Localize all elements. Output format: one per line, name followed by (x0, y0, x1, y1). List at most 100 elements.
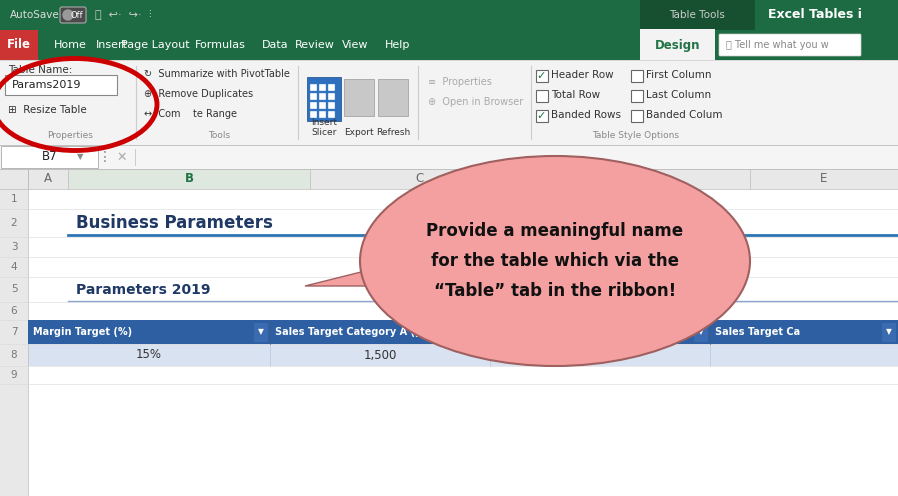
Text: Sales Target Ca: Sales Target Ca (715, 327, 800, 337)
Text: ↻  Summarize with PivotTable: ↻ Summarize with PivotTable (144, 69, 290, 79)
FancyBboxPatch shape (490, 320, 710, 344)
Text: ⋮: ⋮ (98, 150, 112, 164)
Text: 3: 3 (11, 242, 17, 252)
FancyBboxPatch shape (319, 93, 326, 100)
FancyBboxPatch shape (0, 169, 898, 189)
Ellipse shape (360, 156, 750, 366)
FancyBboxPatch shape (328, 93, 335, 100)
FancyBboxPatch shape (310, 93, 317, 100)
Text: ▼: ▼ (698, 327, 703, 336)
Text: File: File (7, 39, 31, 52)
FancyBboxPatch shape (68, 169, 310, 189)
Text: A: A (44, 173, 52, 186)
FancyBboxPatch shape (60, 7, 86, 23)
Text: Banded Rows: Banded Rows (551, 111, 621, 121)
Text: Insert
Slicer: Insert Slicer (311, 118, 337, 137)
Text: C: C (416, 173, 424, 186)
Text: Sales Target Category A (pcs): Sales Target Category A (pcs) (275, 327, 438, 337)
Text: Excel Tables i: Excel Tables i (768, 8, 862, 21)
FancyBboxPatch shape (28, 320, 898, 344)
Text: Help: Help (385, 40, 410, 50)
FancyBboxPatch shape (328, 111, 335, 118)
FancyBboxPatch shape (378, 79, 408, 116)
FancyBboxPatch shape (270, 320, 490, 344)
Text: ▼: ▼ (478, 327, 483, 336)
FancyBboxPatch shape (630, 89, 642, 102)
FancyBboxPatch shape (535, 110, 548, 122)
Text: Refresh: Refresh (376, 128, 410, 137)
Text: View: View (342, 40, 368, 50)
Text: Params2019: Params2019 (12, 80, 82, 90)
Text: ⊕  Remove Duplicates: ⊕ Remove Duplicates (144, 89, 253, 99)
FancyBboxPatch shape (0, 0, 898, 30)
FancyBboxPatch shape (28, 320, 270, 344)
Text: 5: 5 (11, 285, 17, 295)
FancyBboxPatch shape (28, 302, 898, 320)
Text: ▼: ▼ (258, 327, 263, 336)
Circle shape (63, 10, 73, 20)
Text: Formulas: Formulas (195, 40, 245, 50)
FancyBboxPatch shape (28, 366, 898, 384)
FancyBboxPatch shape (328, 84, 335, 91)
FancyBboxPatch shape (310, 111, 317, 118)
Text: 8: 8 (11, 350, 17, 360)
Text: AutoSave: AutoSave (10, 10, 60, 20)
Text: 💾  ↩·  ↪·  ⁝: 💾 ↩· ↪· ⁝ (95, 10, 153, 20)
FancyBboxPatch shape (253, 322, 268, 342)
FancyBboxPatch shape (310, 102, 317, 109)
Text: Provide a meaningful name: Provide a meaningful name (427, 222, 683, 240)
FancyBboxPatch shape (882, 322, 895, 342)
Text: Data: Data (261, 40, 288, 50)
Text: Table Style Options: Table Style Options (593, 131, 680, 140)
FancyBboxPatch shape (693, 322, 708, 342)
FancyBboxPatch shape (28, 189, 898, 209)
FancyBboxPatch shape (1, 146, 98, 168)
Text: Home: Home (54, 40, 86, 50)
FancyBboxPatch shape (344, 79, 374, 116)
FancyBboxPatch shape (310, 84, 317, 91)
FancyBboxPatch shape (710, 320, 898, 344)
Text: B7: B7 (42, 150, 57, 164)
FancyBboxPatch shape (328, 102, 335, 109)
FancyBboxPatch shape (0, 30, 898, 60)
FancyBboxPatch shape (719, 34, 861, 56)
Text: “Table” tab in the ribbon!: “Table” tab in the ribbon! (434, 282, 676, 300)
FancyBboxPatch shape (640, 29, 715, 60)
Text: 4: 4 (11, 262, 17, 272)
Text: Tools: Tools (208, 131, 230, 140)
FancyBboxPatch shape (319, 102, 326, 109)
FancyBboxPatch shape (307, 77, 341, 121)
FancyBboxPatch shape (0, 30, 38, 60)
Text: B: B (184, 173, 193, 186)
FancyBboxPatch shape (28, 344, 898, 366)
FancyBboxPatch shape (0, 189, 28, 496)
FancyBboxPatch shape (535, 89, 548, 102)
Text: ↔  Com    te Range: ↔ Com te Range (144, 109, 237, 119)
Text: D: D (636, 173, 645, 186)
Text: ⊞  Resize Table: ⊞ Resize Table (8, 105, 87, 115)
Text: Total Row: Total Row (551, 90, 600, 101)
Text: Banded Colum: Banded Colum (646, 111, 723, 121)
FancyBboxPatch shape (630, 69, 642, 81)
FancyBboxPatch shape (319, 84, 326, 91)
Text: Review: Review (295, 40, 335, 50)
Text: ▼: ▼ (885, 327, 892, 336)
Text: Export: Export (344, 128, 374, 137)
Polygon shape (305, 256, 430, 286)
Text: 15%: 15% (136, 349, 162, 362)
Text: Parameters 2019: Parameters 2019 (76, 283, 210, 297)
Text: Design: Design (656, 39, 700, 52)
FancyBboxPatch shape (535, 69, 548, 81)
Text: Off: Off (71, 10, 84, 19)
Text: Page Layout: Page Layout (120, 40, 189, 50)
Text: 6: 6 (11, 306, 17, 316)
Text: Sales Target Category B (pcs): Sales Target Category B (pcs) (495, 327, 658, 337)
FancyBboxPatch shape (28, 257, 898, 277)
FancyBboxPatch shape (0, 60, 898, 145)
Text: 2: 2 (11, 218, 17, 228)
Text: Margin Target (%): Margin Target (%) (33, 327, 132, 337)
Text: 1: 1 (11, 194, 17, 204)
Text: ✕: ✕ (117, 150, 128, 164)
Text: ⊕  Open in Browser: ⊕ Open in Browser (428, 97, 524, 107)
Text: Properties: Properties (47, 131, 92, 140)
